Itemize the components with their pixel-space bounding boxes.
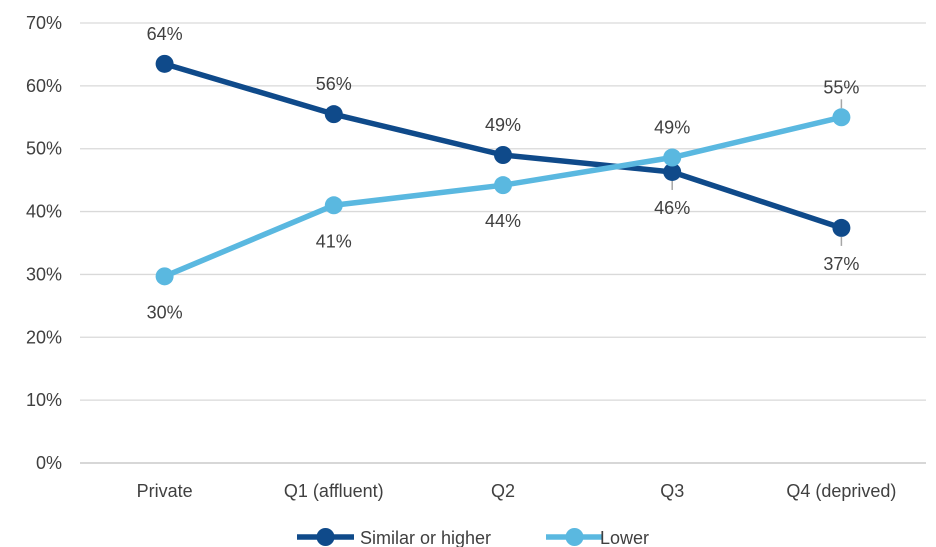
y-tick-label: 20%: [26, 327, 62, 347]
series-line: [161, 61, 845, 231]
x-axis: Private Q1 (affluent) Q2 Q3 Q4 (deprived): [137, 481, 897, 501]
legend: Similar or higher Lower: [297, 528, 649, 547]
x-tick-label: Q2: [491, 481, 515, 501]
data-label: 44%: [485, 211, 521, 231]
legend-label: Lower: [600, 528, 649, 547]
gridlines: [80, 22, 926, 464]
y-tick-label: 0%: [36, 453, 62, 473]
data-point: [494, 146, 512, 164]
legend-item: Lower: [546, 528, 649, 547]
data-label: 64%: [147, 24, 183, 44]
data-point: [155, 267, 174, 286]
data-point: [155, 54, 174, 73]
legend-label: Similar or higher: [360, 528, 491, 547]
x-tick-label: Private: [137, 481, 193, 501]
legend-swatch-marker: [316, 528, 335, 546]
data-label: 30%: [147, 302, 183, 322]
series-layer: [155, 54, 851, 286]
data-label: 49%: [485, 115, 521, 135]
data-label: 41%: [316, 231, 352, 251]
data-point: [832, 108, 851, 127]
data-point: [832, 218, 851, 237]
data-label: 46%: [654, 198, 690, 218]
y-tick-label: 10%: [26, 390, 62, 410]
x-tick-label: Q1 (affluent): [284, 481, 384, 501]
data-label: 56%: [316, 74, 352, 94]
data-point: [324, 196, 343, 215]
y-axis: 0% 10% 20% 30% 40% 50% 60% 70%: [26, 13, 62, 473]
y-tick-label: 70%: [26, 13, 62, 33]
data-point: [663, 162, 682, 181]
data-point: [494, 176, 512, 195]
y-tick-label: 40%: [26, 202, 62, 222]
legend-item: Similar or higher: [297, 528, 491, 547]
data-label: 49%: [654, 118, 690, 138]
y-tick-label: 50%: [26, 139, 62, 159]
y-tick-label: 30%: [26, 264, 62, 284]
y-tick-label: 60%: [26, 76, 62, 96]
data-label: 55%: [823, 77, 859, 97]
x-tick-label: Q3: [660, 481, 684, 501]
data-point: [663, 148, 682, 167]
data-label: 37%: [823, 254, 859, 274]
legend-swatch-marker: [565, 528, 584, 546]
data-point: [324, 105, 343, 124]
x-tick-label: Q4 (deprived): [786, 481, 896, 501]
data-labels: 64% 56% 49% 46% 37% 30% 41% 44% 49% 55%: [147, 24, 860, 322]
